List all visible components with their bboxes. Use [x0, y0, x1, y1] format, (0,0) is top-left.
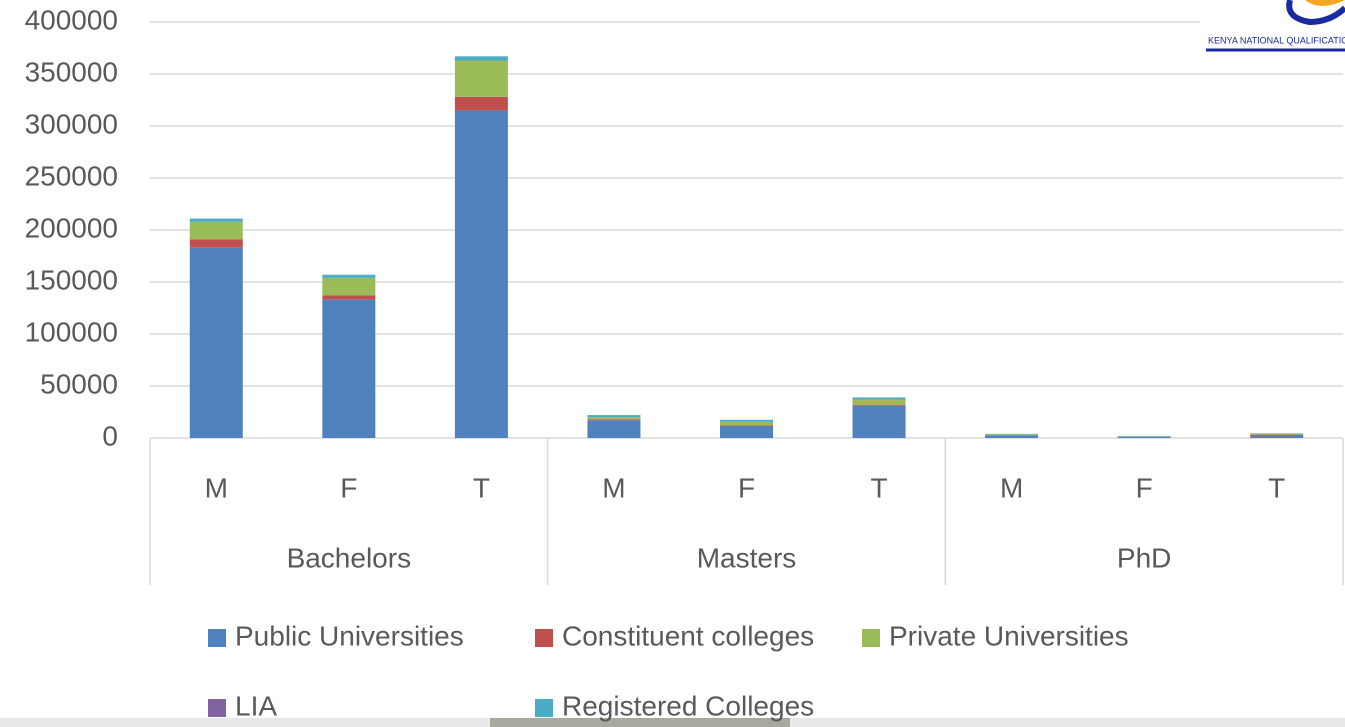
bar-segment — [1250, 433, 1303, 434]
bar-segment — [587, 415, 640, 417]
y-tick-label: 250000 — [25, 160, 118, 191]
legend-swatch — [208, 629, 226, 647]
bar-segment — [985, 434, 1038, 435]
y-tick-label: 200000 — [25, 212, 118, 243]
bar-segment — [853, 400, 906, 405]
y-tick-label: 100000 — [25, 316, 118, 347]
bar-segment — [587, 417, 640, 419]
group-label: Masters — [697, 542, 797, 573]
bar-segment — [587, 420, 640, 438]
x-tick-label: F — [1136, 472, 1153, 503]
bar-segment — [853, 397, 906, 399]
bar-segment — [322, 275, 375, 278]
x-tick-label: T — [473, 472, 490, 503]
x-tick-label: F — [738, 472, 755, 503]
legend-label: Public Universities — [235, 620, 464, 651]
logo: KENYA NATIONAL QUALIFICATIONS A — [1200, 0, 1345, 50]
bar-segment — [1118, 437, 1171, 438]
bar-segment — [1250, 435, 1303, 438]
bar-segment — [455, 110, 508, 438]
bar-segment — [455, 56, 508, 60]
x-tick-label: M — [205, 472, 228, 503]
logo-text: KENYA NATIONAL QUALIFICATIONS A — [1208, 35, 1345, 45]
bar-segment — [190, 239, 243, 247]
bar-segment — [720, 422, 773, 426]
y-tick-label: 300000 — [25, 108, 118, 139]
bar-segment — [720, 420, 773, 422]
legend-label: LIA — [235, 690, 277, 721]
y-tick-label: 350000 — [25, 56, 118, 87]
y-tick-label: 50000 — [40, 368, 118, 399]
legend-swatch — [535, 629, 553, 647]
bar-segment — [322, 278, 375, 296]
x-tick-label: T — [1268, 472, 1285, 503]
legend-swatch — [535, 699, 553, 717]
bar-segment — [853, 405, 906, 406]
bar-segment — [1250, 434, 1303, 435]
group-label: Bachelors — [287, 542, 412, 573]
chart: 0 50000 100000 150000 200000 250000 300000 3500… — [0, 0, 1345, 727]
legend-swatch — [862, 629, 880, 647]
bar-segment — [190, 248, 243, 438]
legend-label: Registered Colleges — [562, 690, 814, 721]
y-tick-label: 400000 — [25, 4, 118, 35]
bar-segment — [455, 97, 508, 111]
legend-swatch — [208, 699, 226, 717]
y-tick-label: 150000 — [25, 264, 118, 295]
bar-segment — [720, 426, 773, 438]
bar-segment — [985, 435, 1038, 438]
bar-segment — [190, 222, 243, 240]
bar-segment — [322, 300, 375, 438]
bar-segment — [322, 296, 375, 300]
bar-segment — [985, 434, 1038, 435]
y-tick-label: 0 — [102, 420, 118, 451]
legend-label: Constituent colleges — [562, 620, 814, 651]
bar-segment — [190, 219, 243, 222]
x-tick-label: F — [340, 472, 357, 503]
legend-label: Private Universities — [889, 620, 1129, 651]
bar-segment — [853, 406, 906, 438]
bar-segment — [720, 426, 773, 427]
x-tick-label: T — [871, 472, 888, 503]
bar-segment — [587, 419, 640, 420]
x-tick-label: M — [1000, 472, 1023, 503]
bar-segment — [455, 60, 508, 96]
group-label: PhD — [1117, 542, 1171, 573]
x-tick-label: M — [602, 472, 625, 503]
